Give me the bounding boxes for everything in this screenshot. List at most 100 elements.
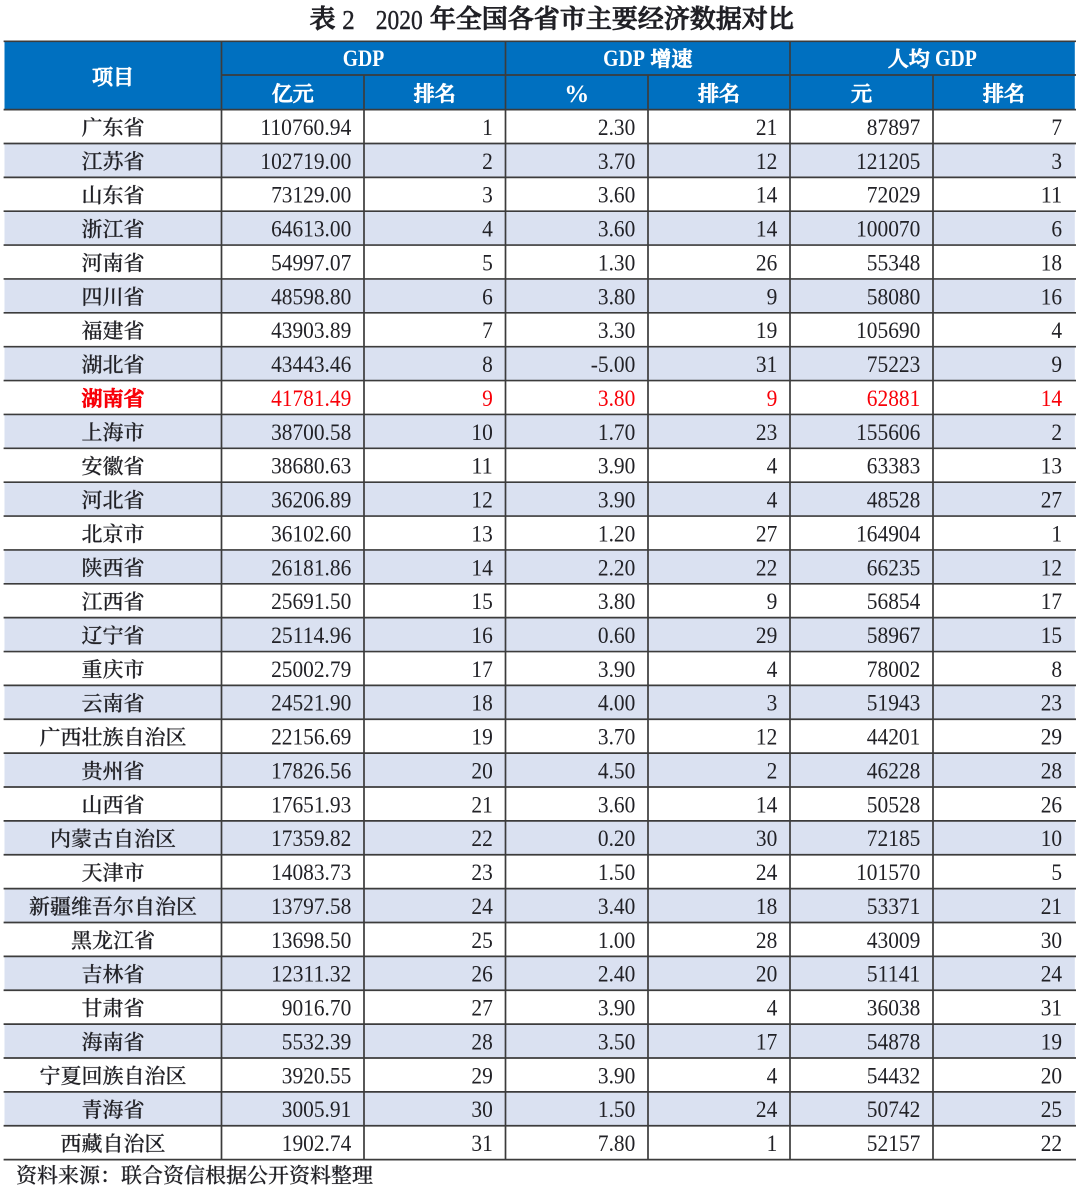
svg-text:2: 2	[767, 757, 778, 783]
svg-text:24: 24	[756, 859, 778, 885]
svg-text:4: 4	[767, 453, 778, 479]
svg-text:55348: 55348	[867, 249, 921, 275]
svg-text:4: 4	[482, 216, 493, 242]
svg-text:2020: 2020	[376, 5, 423, 36]
svg-text:19: 19	[756, 317, 777, 343]
svg-text:4.50: 4.50	[598, 757, 635, 783]
svg-text:-5.00: -5.00	[591, 351, 636, 377]
svg-text:3.90: 3.90	[598, 1062, 635, 1088]
svg-text:14: 14	[756, 791, 778, 817]
svg-text:30: 30	[471, 1096, 492, 1122]
svg-text:3: 3	[482, 182, 493, 208]
svg-text:2.30: 2.30	[598, 114, 635, 140]
svg-text:3.90: 3.90	[598, 656, 635, 682]
svg-text:43443.46: 43443.46	[271, 351, 351, 377]
svg-text:3005.91: 3005.91	[282, 1096, 352, 1122]
svg-text:21: 21	[1041, 893, 1062, 919]
svg-text:1.20: 1.20	[598, 520, 635, 546]
svg-text:3920.55: 3920.55	[282, 1062, 352, 1088]
svg-text:17: 17	[1041, 588, 1062, 614]
svg-text:23: 23	[471, 859, 492, 885]
svg-text:25691.50: 25691.50	[271, 588, 351, 614]
svg-text:1.00: 1.00	[598, 927, 635, 953]
svg-text:22: 22	[756, 554, 777, 580]
svg-text:24: 24	[1041, 961, 1063, 987]
svg-text:25: 25	[1041, 1096, 1062, 1122]
svg-text:1.50: 1.50	[598, 859, 635, 885]
svg-text:43009: 43009	[867, 927, 921, 953]
svg-text:28: 28	[471, 1028, 492, 1054]
svg-text:3.80: 3.80	[598, 385, 635, 411]
svg-text:20: 20	[1041, 1062, 1062, 1088]
svg-text:2: 2	[1051, 419, 1062, 445]
svg-text:12: 12	[471, 487, 492, 513]
svg-text:54997.07: 54997.07	[271, 249, 351, 275]
svg-text:24: 24	[471, 893, 493, 919]
svg-text:18: 18	[471, 690, 492, 716]
svg-text:6: 6	[1051, 216, 1062, 242]
svg-text:20: 20	[756, 961, 777, 987]
svg-text:3: 3	[767, 690, 778, 716]
svg-text:9: 9	[767, 385, 778, 411]
svg-text:36038: 36038	[867, 995, 921, 1021]
svg-text:23: 23	[756, 419, 777, 445]
svg-text:53371: 53371	[867, 893, 921, 919]
svg-text:3.90: 3.90	[598, 453, 635, 479]
svg-text:30: 30	[1041, 927, 1062, 953]
svg-text:4: 4	[1051, 317, 1062, 343]
svg-text:22: 22	[1041, 1130, 1062, 1156]
svg-text:2: 2	[342, 5, 355, 36]
svg-text:87897: 87897	[867, 114, 921, 140]
svg-text:29: 29	[1041, 724, 1062, 750]
svg-text:4: 4	[767, 995, 778, 1021]
svg-text:38680.63: 38680.63	[271, 453, 351, 479]
svg-text:30: 30	[756, 825, 777, 851]
svg-text:50742: 50742	[867, 1096, 921, 1122]
svg-text:17359.82: 17359.82	[271, 825, 351, 851]
svg-text:4: 4	[767, 656, 778, 682]
svg-text:6: 6	[482, 283, 493, 309]
svg-text:52157: 52157	[867, 1130, 921, 1156]
svg-text:5532.39: 5532.39	[282, 1028, 352, 1054]
svg-text:102719.00: 102719.00	[260, 148, 351, 174]
svg-text:9: 9	[767, 588, 778, 614]
svg-text:50528: 50528	[867, 791, 921, 817]
svg-text:12: 12	[756, 148, 777, 174]
svg-text:3: 3	[1051, 148, 1062, 174]
svg-text:100070: 100070	[856, 216, 920, 242]
svg-text:31: 31	[471, 1130, 492, 1156]
svg-text:2.40: 2.40	[598, 961, 635, 987]
svg-text:1: 1	[482, 114, 493, 140]
svg-text:3.30: 3.30	[598, 317, 635, 343]
svg-text:3.80: 3.80	[598, 588, 635, 614]
svg-text:36102.60: 36102.60	[271, 520, 351, 546]
svg-text:3.60: 3.60	[598, 182, 635, 208]
svg-text:1: 1	[1051, 520, 1062, 546]
svg-text:27: 27	[471, 995, 492, 1021]
svg-text:13797.58: 13797.58	[271, 893, 351, 919]
svg-text:51141: 51141	[867, 961, 921, 987]
svg-text:GDP: GDP	[343, 46, 385, 71]
svg-text:5: 5	[482, 249, 493, 275]
svg-text:72185: 72185	[867, 825, 921, 851]
svg-text:24: 24	[756, 1096, 778, 1122]
svg-text:73129.00: 73129.00	[271, 182, 351, 208]
svg-text:17: 17	[471, 656, 492, 682]
svg-text:25002.79: 25002.79	[271, 656, 351, 682]
svg-text:27: 27	[1041, 487, 1062, 513]
svg-text:2: 2	[482, 148, 493, 174]
svg-text:3.60: 3.60	[598, 791, 635, 817]
svg-text:12: 12	[756, 724, 777, 750]
svg-text:43903.89: 43903.89	[271, 317, 351, 343]
svg-text:5: 5	[1051, 859, 1062, 885]
svg-text:3.70: 3.70	[598, 724, 635, 750]
svg-text:54432: 54432	[867, 1062, 921, 1088]
svg-text:4: 4	[767, 1062, 778, 1088]
svg-text:63383: 63383	[867, 453, 921, 479]
svg-text:9: 9	[767, 283, 778, 309]
svg-text:105690: 105690	[856, 317, 920, 343]
svg-text:10: 10	[471, 419, 492, 445]
svg-text:GDP: GDP	[603, 46, 645, 71]
svg-text:24521.90: 24521.90	[271, 690, 351, 716]
svg-text:15: 15	[1041, 622, 1062, 648]
